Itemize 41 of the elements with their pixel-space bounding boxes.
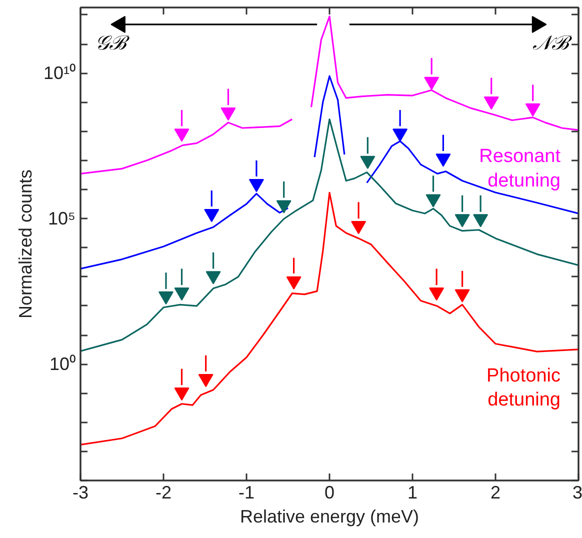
point	[429, 287, 444, 301]
x-axis-title: Relative energy (meV)	[240, 506, 420, 526]
y-axis-title: Normalized counts	[15, 169, 36, 319]
point	[525, 103, 540, 116]
point	[276, 200, 292, 214]
point	[424, 76, 440, 90]
x-tick-label: 3	[572, 482, 582, 502]
point	[206, 271, 221, 284]
point	[351, 220, 366, 234]
x-tick-label: -3	[72, 482, 89, 502]
point	[360, 156, 376, 169]
series-label: Resonant detuning	[479, 146, 562, 192]
line-series	[80, 118, 578, 352]
point	[174, 287, 190, 301]
line-series	[80, 192, 578, 446]
x-tick-label: 2	[490, 482, 501, 502]
point	[286, 276, 302, 290]
point	[454, 214, 470, 228]
x-tick-label: 1	[407, 482, 418, 502]
annotation: 𝒩ℬ	[532, 30, 572, 54]
point	[220, 107, 236, 121]
point	[204, 208, 220, 222]
point	[174, 387, 190, 401]
y-tick-label: 10¹⁰	[43, 63, 76, 84]
point	[198, 374, 214, 388]
point	[158, 291, 174, 305]
point	[174, 128, 190, 142]
point	[248, 179, 264, 192]
point	[454, 289, 470, 302]
point	[484, 96, 499, 110]
y-tick-label: 10⁵	[48, 208, 76, 229]
point	[436, 154, 451, 167]
point	[426, 194, 441, 208]
point	[392, 128, 408, 142]
annotation: 𝒢ℬ	[95, 30, 130, 54]
y-tick-label: 10⁰	[49, 354, 76, 374]
x-tick-label: -2	[156, 482, 172, 502]
point	[473, 214, 488, 228]
series-label: Photonic detuning	[486, 365, 561, 411]
x-tick-label: 0	[324, 482, 335, 502]
x-tick-label: -1	[238, 482, 255, 502]
